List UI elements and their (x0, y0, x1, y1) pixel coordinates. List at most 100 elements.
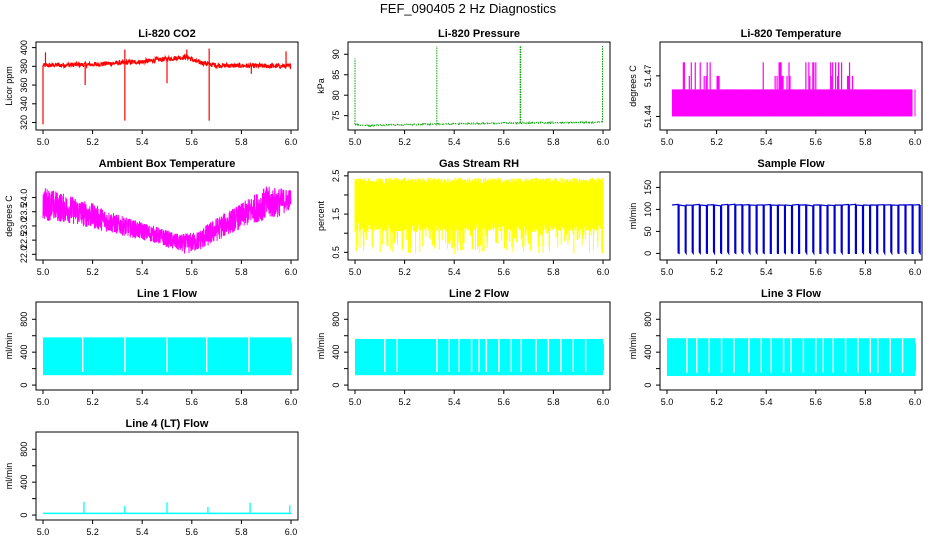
panel-title: Line 3 Flow (761, 288, 821, 300)
data-series (355, 339, 604, 376)
panel-title: Li-820 Temperature (741, 28, 842, 40)
x-tick-label: 6.0 (285, 137, 298, 147)
x-tick-label: 6.0 (597, 397, 610, 407)
x-tick-label: 5.0 (37, 527, 50, 537)
y-tick-label: 75 (331, 111, 341, 121)
y-tick-label: 0 (19, 383, 29, 388)
y-tick-label: 0 (643, 251, 653, 256)
x-tick-label: 5.6 (498, 267, 511, 277)
plot-frame (659, 301, 923, 391)
series-line (42, 186, 292, 254)
x-tick-label: 5.8 (859, 267, 872, 277)
data-series (43, 337, 292, 376)
x-tick-label: 5.0 (661, 397, 674, 407)
x-tick-label: 5.2 (86, 397, 99, 407)
y-tick-label: 24.0 (19, 189, 29, 207)
y-axis-label: ml/min (4, 463, 14, 490)
series-band (671, 89, 913, 117)
plot-frame (35, 431, 299, 521)
y-tick-label: 800 (643, 312, 653, 327)
x-tick-label: 6.0 (597, 137, 610, 147)
y-tick-label: 800 (331, 312, 341, 327)
x-tick-label: 5.2 (398, 137, 411, 147)
panel-10: Line 4 (LT) Flow ml/min 5.0 5.2 5.4 5.6 5.8 6.0… (4, 418, 299, 537)
x-tick-label: 5.8 (235, 137, 248, 147)
x-tick-label: 5.0 (349, 267, 362, 277)
panel-title: Li-820 Pressure (438, 28, 520, 40)
x-tick-label: 5.8 (859, 397, 872, 407)
data-series (671, 203, 921, 256)
y-tick-label: 800 (19, 442, 29, 457)
x-tick-label: 5.2 (398, 397, 411, 407)
y-tick-label: 2.5 (331, 170, 341, 183)
panel-title: Line 2 Flow (449, 288, 509, 300)
x-tick-label: 5.4 (136, 137, 149, 147)
y-tick-label: 400 (19, 40, 29, 55)
panel-7: Line 1 Flow ml/min 5.0 5.2 5.4 5.6 5.8 6.0 0 400 8… (4, 288, 299, 407)
plot-frame (659, 41, 923, 131)
x-tick-label: 5.8 (547, 137, 560, 147)
x-tick-label: 5.6 (498, 397, 511, 407)
y-tick-label: 51.44 (643, 105, 653, 128)
x-tick-label: 5.0 (349, 397, 362, 407)
x-tick-label: 6.0 (909, 397, 922, 407)
y-tick-label: 0.5 (331, 246, 341, 259)
data-series (43, 501, 291, 515)
y-tick-label: 23.5 (19, 203, 29, 221)
y-axis-label: degrees C (628, 65, 638, 107)
panel-title: Li-820 CO2 (138, 28, 195, 40)
y-tick-label: 360 (19, 78, 29, 93)
panel-title: Sample Flow (757, 158, 825, 170)
x-tick-label: 5.6 (186, 397, 199, 407)
y-tick-label: 1.5 (331, 208, 341, 221)
x-tick-label: 5.0 (349, 137, 362, 147)
plot-frame (35, 301, 299, 391)
y-tick-label: 400 (643, 345, 653, 360)
y-tick-label: 50 (643, 226, 653, 236)
y-tick-label: 320 (19, 115, 29, 130)
panel-title: Line 1 Flow (137, 288, 197, 300)
y-tick-label: 90 (331, 49, 341, 59)
panel-4: Ambient Box Temperature degrees C 5.0 5.2 5.… (4, 158, 299, 277)
x-tick-label: 5.4 (448, 397, 461, 407)
plot-frame (35, 171, 299, 261)
y-tick-label: 400 (331, 345, 341, 360)
y-tick-label: 23.0 (19, 217, 29, 235)
panel-5: Gas Stream RH percent 5.0 5.2 5.4 5.6 5.8 6.0 0.… (316, 158, 611, 277)
y-axis-label: ml/min (4, 333, 14, 360)
y-tick-label: 380 (19, 59, 29, 74)
panel-8: Line 2 Flow ml/min 5.0 5.2 5.4 5.6 5.8 6.0 0 400 8… (316, 288, 611, 407)
panel-1: Li-820 CO2 Licor ppm 5.0 5.2 5.4 5.6 5.8 6.0 320… (4, 28, 299, 147)
y-tick-label: 340 (19, 96, 29, 111)
x-tick-label: 5.8 (235, 527, 248, 537)
x-tick-label: 5.6 (810, 267, 823, 277)
y-tick-label: 22.5 (19, 231, 29, 249)
data-series (42, 186, 292, 254)
x-tick-label: 5.8 (235, 397, 248, 407)
y-tick-label: 85 (331, 70, 341, 80)
x-tick-label: 6.0 (597, 267, 610, 277)
x-tick-label: 5.4 (136, 267, 149, 277)
x-tick-label: 6.0 (909, 137, 922, 147)
x-tick-label: 5.6 (498, 137, 511, 147)
y-tick-label: 100 (643, 202, 653, 217)
plot-frame (35, 41, 299, 131)
x-tick-label: 5.2 (86, 267, 99, 277)
y-axis-label: percent (316, 200, 326, 231)
x-tick-label: 5.4 (448, 267, 461, 277)
y-axis-label: ml/min (316, 333, 326, 360)
plot-frame (659, 171, 923, 261)
x-tick-label: 5.4 (760, 267, 773, 277)
figure-title: FEF_090405 2 Hz Diagnostics (379, 1, 557, 16)
y-tick-label: 22.0 (19, 246, 29, 264)
y-axis-label: ml/min (628, 203, 638, 230)
x-tick-label: 5.2 (398, 267, 411, 277)
y-tick-label: 51.47 (643, 65, 653, 88)
panel-3: Li-820 Temperature degrees C 5.0 5.2 5.4 5.6 5… (628, 28, 923, 147)
x-tick-label: 5.4 (760, 397, 773, 407)
y-tick-label: 400 (19, 475, 29, 490)
panel-title: Line 4 (LT) Flow (126, 418, 209, 430)
panel-title: Ambient Box Temperature (99, 158, 236, 170)
x-tick-label: 5.6 (186, 527, 199, 537)
